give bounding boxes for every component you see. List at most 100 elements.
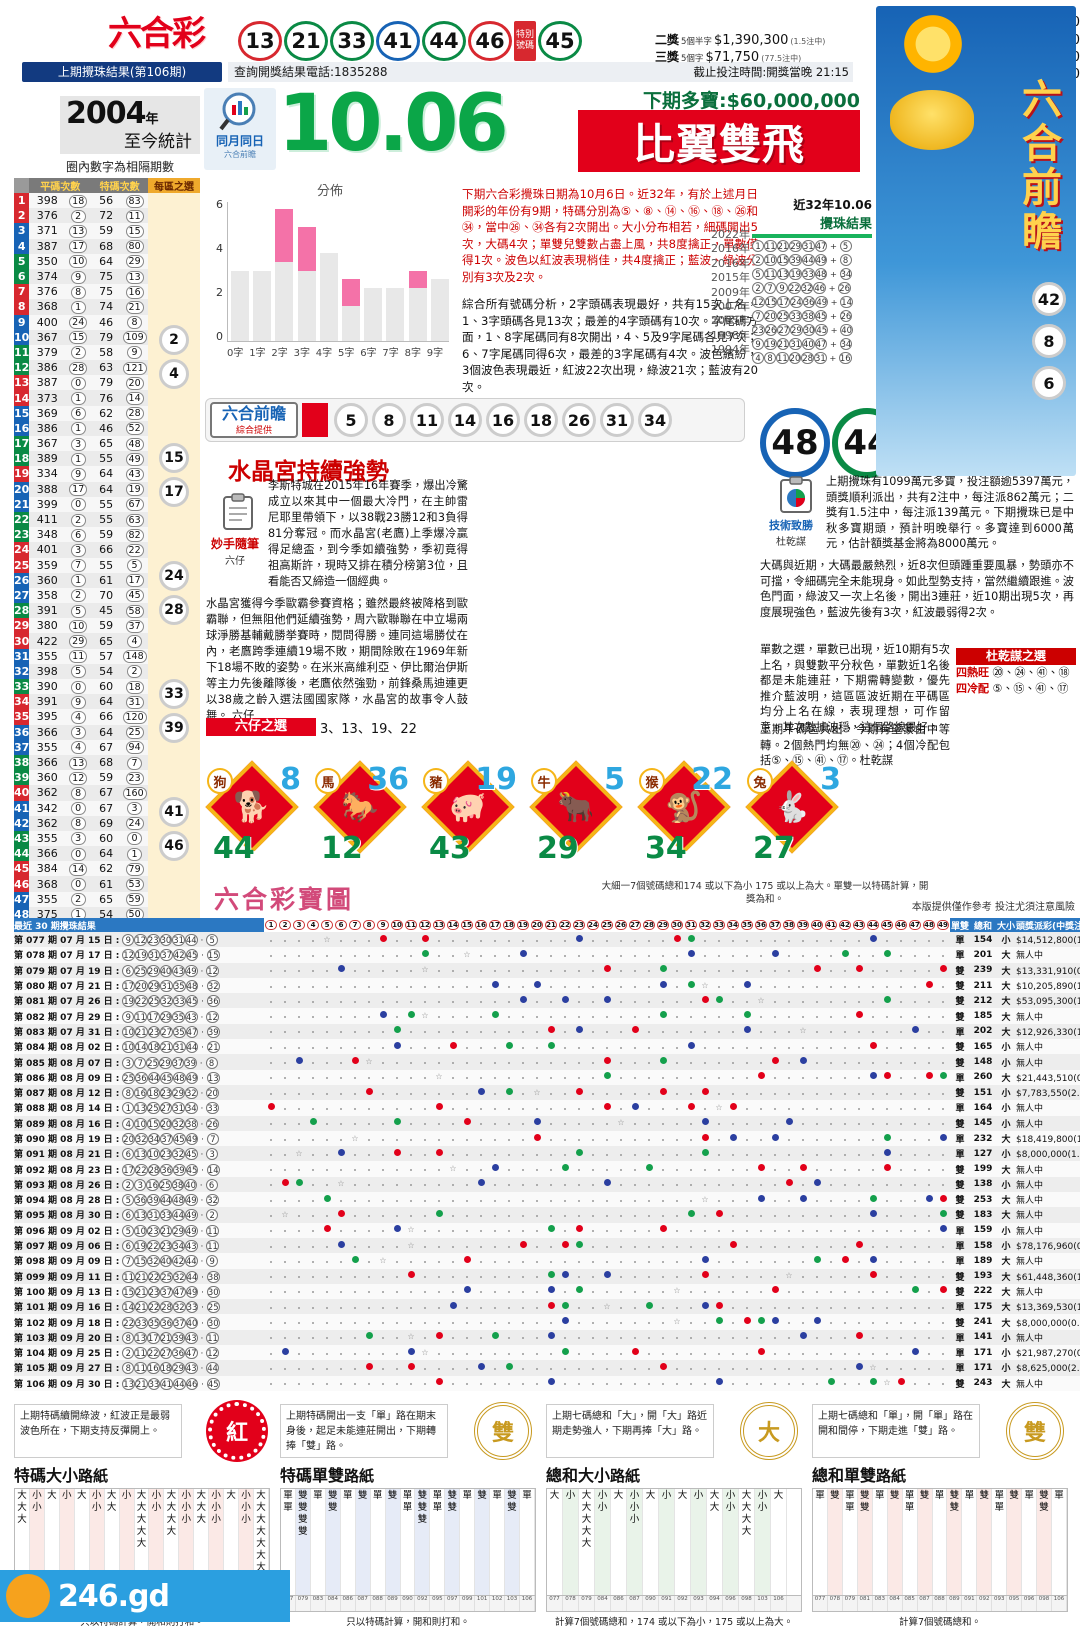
grid-cell: [866, 1237, 880, 1254]
grid-empty: [410, 1199, 412, 1202]
col-number-33: 33: [712, 918, 726, 932]
grid-cell: [572, 962, 586, 978]
grid-empty: [424, 1260, 426, 1263]
grid-cell: [642, 1329, 656, 1346]
road-cell: 小: [597, 1502, 608, 1513]
normal-count: 366: [29, 754, 66, 771]
grid-empty: [914, 1306, 916, 1309]
road-cell: 單: [904, 1502, 915, 1513]
grid-cell: [684, 1023, 698, 1040]
grid-empty: [452, 970, 454, 973]
grid-cell: [502, 1237, 516, 1254]
grid-empty: [858, 1199, 860, 1202]
grid-empty: [284, 1291, 286, 1294]
grid-empty: [886, 1352, 888, 1355]
grid-hit: [477, 1179, 485, 1187]
grid-cell: [684, 1146, 698, 1162]
zodiac-top-number: 36: [367, 762, 409, 797]
grid-empty: [620, 939, 622, 942]
grid-empty: [382, 1276, 384, 1279]
grid-cell: [334, 1039, 348, 1055]
grid-hit: [491, 980, 499, 988]
odd-even-value: 單: [950, 1360, 970, 1376]
grid-hit: [771, 1057, 779, 1065]
grid-empty: [284, 1107, 286, 1110]
coins-graphic-icon: [890, 90, 974, 150]
big-small-value: 大: [996, 1130, 1016, 1147]
grid-empty: [900, 1092, 902, 1095]
grid-empty: [354, 1046, 356, 1049]
grid-cell: [628, 1008, 642, 1024]
normal-count: 355: [29, 891, 66, 907]
grid-empty: [410, 1000, 412, 1003]
table-row: 第 103 期 09 月 20 日 : 8 13 17 21 39 43 · 11 ☆ 單 14…: [14, 1329, 1080, 1346]
grid-empty: [774, 1383, 776, 1386]
grid-cell: [502, 1283, 516, 1300]
grid-cell: [726, 1299, 740, 1315]
grid-cell: [684, 1115, 698, 1131]
grid-cell: [936, 1146, 950, 1162]
grid-cell: [894, 1176, 908, 1193]
grid-empty: [606, 985, 608, 988]
grid-hit: [687, 1041, 695, 1049]
grid-cell: [600, 1283, 614, 1300]
grid-empty: [564, 1016, 566, 1019]
zodiac-name: 狗: [207, 768, 233, 794]
grid-hit: [701, 995, 709, 1003]
grid-empty: [368, 985, 370, 988]
grid-empty: [340, 1260, 342, 1263]
grid-cell: [558, 1100, 572, 1116]
jackpot-banner: 下期多寶:$60,000,000: [642, 90, 860, 112]
table-row: 第 085 期 08 月 07 日 : 3 7 25 29 37 39 · 8 ☆ 雙 148 小…: [14, 1054, 1080, 1070]
big-small-value: 小: [996, 1115, 1016, 1131]
grid-cell: [908, 1130, 922, 1147]
col-number-9: 9: [376, 918, 390, 932]
grid-cell: [908, 977, 922, 994]
grid-empty: [676, 970, 678, 973]
grid-empty: [844, 1077, 846, 1080]
grid-cell: [642, 1283, 656, 1300]
grid-cell: [922, 1039, 936, 1055]
grid-empty: [788, 1169, 790, 1172]
road-column: 雙雙: [505, 1489, 520, 1595]
grid-cell: [516, 1054, 530, 1070]
grid-cell: [824, 1054, 838, 1070]
grid-cell: [446, 1008, 460, 1024]
grid-cell: [530, 1360, 544, 1376]
grid-empty: [914, 1260, 916, 1263]
grid-empty: [620, 1291, 622, 1294]
grid-hit: [519, 949, 527, 957]
prize-condition: 5個字: [681, 54, 704, 64]
grid-cell: [474, 1146, 488, 1162]
grid-cell: [684, 1207, 698, 1223]
ball-number: 33: [164, 685, 184, 702]
year-label: 2016年: [711, 242, 750, 256]
grid-empty: [830, 1230, 832, 1233]
grid-empty: [354, 1291, 356, 1294]
road-column: 單: [1022, 1489, 1038, 1595]
lottery-ball: 45: [538, 21, 582, 61]
grid-cell: ☆: [866, 1360, 880, 1376]
grid-cell: [502, 1207, 516, 1223]
grid-empty: [620, 985, 622, 988]
grid-empty: [522, 1291, 524, 1294]
grid-cell: [264, 962, 278, 978]
grid-cell: [572, 1222, 586, 1238]
grid-empty: [382, 1077, 384, 1080]
grid-empty: [564, 985, 566, 988]
grid-cell: [922, 932, 936, 948]
grid-cell: [642, 962, 656, 978]
grid-empty: [620, 1199, 622, 1202]
stat-number: 11: [14, 344, 30, 361]
road-cell: 雙: [860, 1490, 870, 1501]
grid-empty: [494, 1031, 496, 1034]
ball-number: 16: [491, 410, 515, 430]
grid-empty: [564, 1077, 566, 1080]
grid-cell: [810, 1237, 824, 1254]
col-number-49: 49: [936, 918, 950, 932]
grid-cell: [320, 1161, 334, 1177]
normal-count: 376: [29, 284, 66, 300]
grid-empty: [662, 1138, 664, 1141]
special-gap: 83: [121, 193, 149, 209]
grid-empty: [438, 954, 440, 957]
